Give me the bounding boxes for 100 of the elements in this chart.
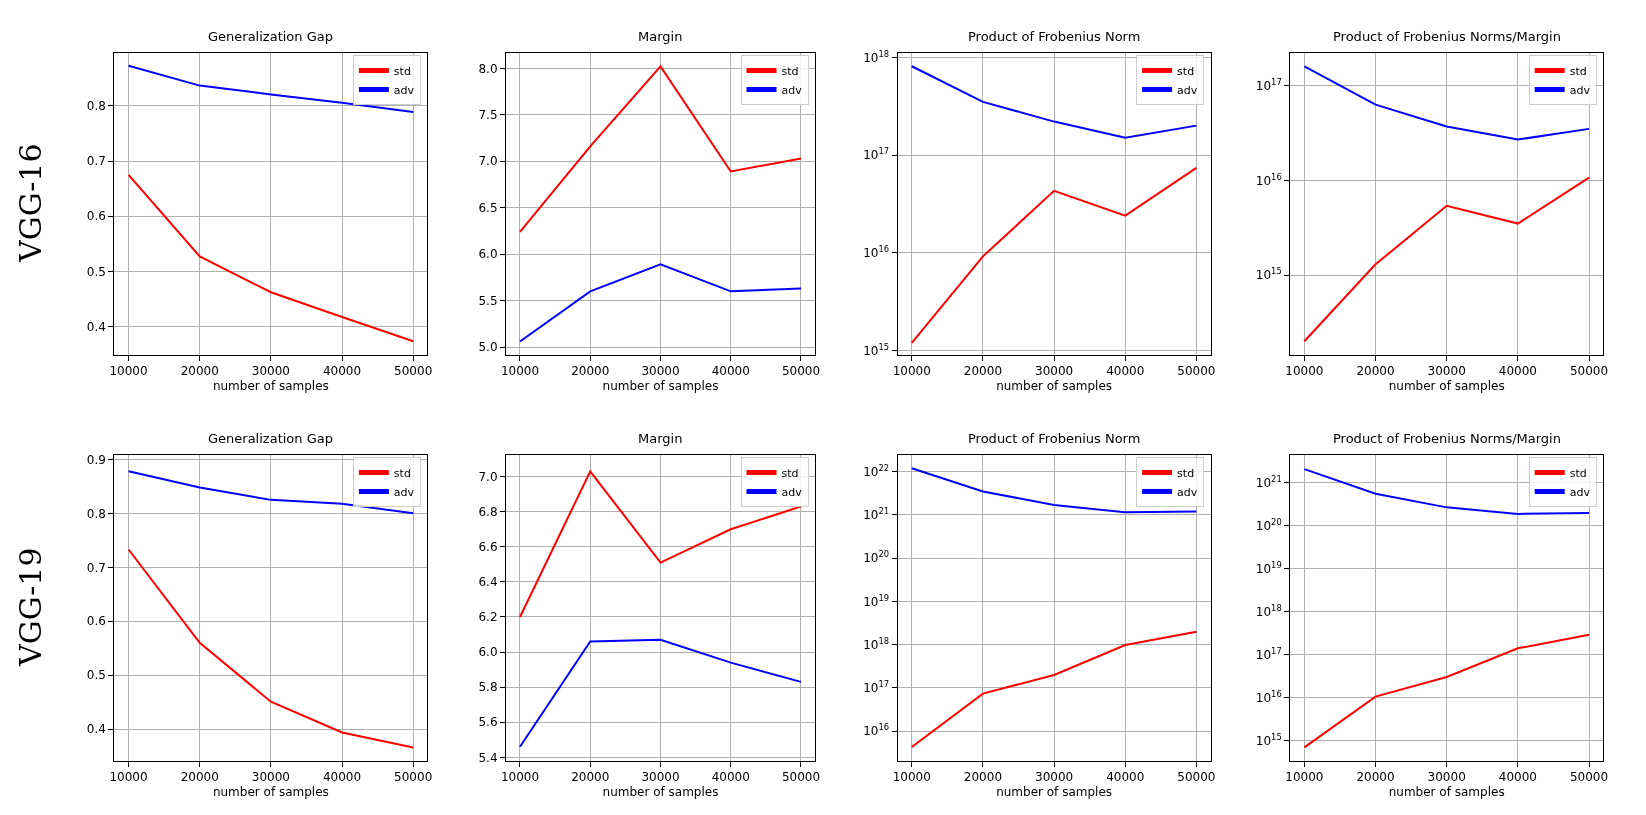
chart-title: Margin [638,29,683,44]
y-tick-label: 10$^{19}$ [863,592,890,609]
legend-label: adv [393,485,415,499]
line-series [518,65,802,233]
x-axis-title: number of samples [212,784,329,799]
y-tick-label: 10$^{17}$ [1255,645,1282,662]
chart-title: Product of Frobenius Norm [968,431,1141,446]
y-tick-label: 7.0 [478,154,498,169]
y-tick-label: 0.5 [86,264,106,279]
legend-label: adv [393,83,415,97]
x-tick-label: 20000 [180,769,219,784]
x-axis-title: number of samples [602,378,719,393]
x-axis-title: number of samples [212,378,329,393]
y-tick-label: 6.8 [478,504,498,519]
y-tick-label: 0.6 [86,614,106,629]
y-tick-label: 10$^{18}$ [1255,602,1282,619]
legend-label: std [1569,64,1587,78]
y-tick-label: 10$^{18}$ [863,635,890,652]
y-tick-label: 8.0 [478,61,498,76]
x-tick-label: 30000 [1034,769,1074,784]
line-series [127,470,415,515]
y-tick-label: 10$^{20}$ [1255,517,1282,534]
x-tick-label: 40000 [711,363,750,378]
y-tick-label: 5.5 [478,293,498,308]
chart-title: Product of Frobenius Norms/Margin [1333,431,1561,446]
x-tick-label: 30000 [1034,363,1074,378]
y-tick-label: 0.4 [86,319,106,334]
y-tick-label: 10$^{21}$ [863,506,890,523]
x-tick-label: 50000 [1177,769,1216,784]
line-series [910,166,1198,344]
chart-title: Margin [638,431,683,446]
y-tick-label: 5.6 [478,715,498,730]
x-tick-label: 20000 [180,363,219,378]
x-tick-label: 10000 [109,363,148,378]
x-axis-title: number of samples [1388,378,1505,393]
x-tick-label: 40000 [322,769,362,784]
x-tick-label: 20000 [571,363,610,378]
line-series [1303,468,1590,515]
x-tick-label: 10000 [500,363,540,378]
line-series [1303,176,1590,343]
x-tick-label: 10000 [892,363,931,378]
legend-label: std [781,466,799,480]
x-tick-label: 40000 [711,769,750,784]
x-tick-label: 50000 [1569,363,1609,378]
line-series [910,467,1198,514]
y-tick-label: 0.7 [86,560,106,575]
x-tick-label: 20000 [1356,363,1395,378]
y-tick-label: 10$^{16}$ [1255,171,1282,188]
x-tick-label: 50000 [1177,363,1216,378]
chart-title: Generalization Gap [208,431,333,446]
y-tick-label: 10$^{20}$ [863,549,890,566]
x-tick-label: 10000 [500,769,540,784]
line-series [518,638,802,748]
x-tick-label: 30000 [641,769,680,784]
legend-label: adv [781,83,803,97]
x-tick-label: 30000 [1427,769,1466,784]
line-series [1303,633,1590,749]
y-tick-label: 5.4 [478,750,498,765]
legend-label: std [1177,64,1195,78]
x-tick-label: 10000 [109,769,148,784]
legend-label: adv [1569,83,1591,97]
x-tick-label: 10000 [1285,363,1324,378]
x-tick-label: 30000 [1427,363,1466,378]
x-axis-title: number of samples [996,784,1113,799]
text: VGG-16 [12,143,48,263]
y-tick-label: 10$^{16}$ [863,722,890,739]
line-series [910,65,1198,139]
y-tick-label: 10$^{17}$ [1255,76,1282,93]
y-tick-label: 10$^{15}$ [1255,266,1282,283]
x-tick-label: 10000 [892,769,931,784]
legend-label: adv [1569,485,1591,499]
y-tick-label: 5.8 [478,680,498,695]
x-tick-label: 40000 [1106,769,1145,784]
line-series [910,630,1198,749]
y-tick-label: 6.2 [478,610,498,625]
x-tick-label: 50000 [781,363,821,378]
y-tick-label: 6.0 [478,645,498,660]
chart-title: Product of Frobenius Norm [968,29,1141,44]
y-tick-label: 0.5 [86,668,106,683]
y-tick-label: 10$^{22}$ [863,462,890,479]
legend-label: adv [781,485,803,499]
x-tick-label: 30000 [251,363,290,378]
y-tick-label: 10$^{16}$ [1255,688,1282,705]
x-tick-label: 20000 [963,363,1003,378]
x-tick-label: 30000 [641,363,680,378]
y-tick-label: 5.0 [478,340,498,355]
x-tick-label: 40000 [322,363,362,378]
line-series [127,173,415,343]
legend-label: std [1177,466,1195,480]
legend-label: std [1569,466,1587,480]
y-tick-label: 10$^{17}$ [863,679,890,696]
x-tick-label: 10000 [1285,769,1324,784]
x-axis-title: number of samples [602,784,719,799]
y-tick-label: 6.0 [478,247,498,262]
legend-label: std [781,64,799,78]
line-series [127,64,415,114]
x-tick-label: 20000 [1356,769,1395,784]
line-series [1303,65,1590,141]
y-tick-label: 10$^{16}$ [863,243,890,260]
y-tick-label: 7.5 [478,107,498,122]
